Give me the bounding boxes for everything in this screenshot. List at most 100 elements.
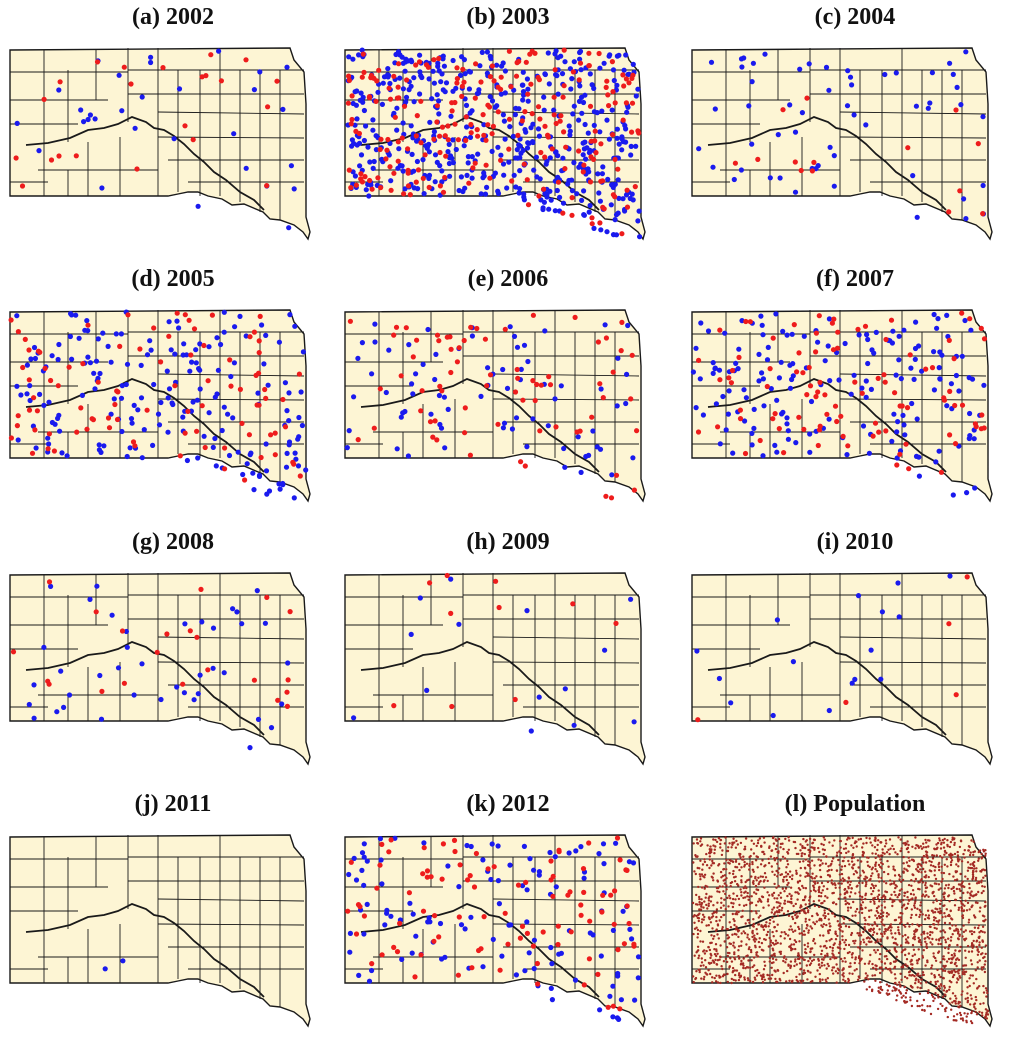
population-dot xyxy=(707,945,710,949)
case-dot-red xyxy=(439,124,446,130)
population-dot xyxy=(708,948,712,952)
population-dot xyxy=(834,886,837,889)
population-dot xyxy=(704,959,707,962)
population-dot xyxy=(888,992,891,996)
population-dot xyxy=(940,841,943,844)
population-dot xyxy=(698,867,701,870)
population-dot xyxy=(910,884,913,887)
case-dot-blue xyxy=(894,455,900,461)
population-dot xyxy=(984,849,987,852)
population-dot xyxy=(739,856,742,859)
case-dot-blue xyxy=(87,596,93,602)
population-dot xyxy=(885,842,888,845)
population-dot xyxy=(712,872,715,875)
case-dot-red xyxy=(609,59,615,65)
case-dot-blue xyxy=(481,170,487,176)
case-dot-blue xyxy=(535,126,542,132)
population-dot xyxy=(857,975,860,978)
case-dot-blue xyxy=(408,83,414,89)
population-dot xyxy=(886,968,890,971)
population-dot xyxy=(702,964,705,967)
population-dot xyxy=(755,974,759,977)
case-dot-blue xyxy=(489,98,496,104)
case-dot-red xyxy=(448,369,454,376)
population-dot xyxy=(692,861,695,864)
case-dot-blue xyxy=(597,1007,603,1013)
case-dot-red xyxy=(410,354,416,360)
case-dot-red xyxy=(37,349,43,355)
population-dot xyxy=(763,886,766,889)
case-dot-red xyxy=(605,92,611,98)
population-dot xyxy=(818,868,822,872)
population-dot xyxy=(700,957,703,960)
case-dot-blue xyxy=(292,450,298,456)
case-dot-red xyxy=(418,140,424,146)
population-dot xyxy=(843,887,847,891)
case-dot-blue xyxy=(354,116,360,122)
population-dot xyxy=(915,868,918,871)
population-dot xyxy=(725,888,728,891)
population-dot xyxy=(767,977,770,980)
population-dot xyxy=(755,928,758,931)
population-dot xyxy=(737,949,740,952)
population-dot xyxy=(700,961,704,964)
population-dot xyxy=(886,928,889,931)
population-dot xyxy=(926,909,930,912)
case-dot-red xyxy=(621,83,627,89)
case-dot-red xyxy=(569,212,575,218)
population-dot xyxy=(949,997,952,1000)
population-dot xyxy=(911,954,914,958)
population-dot xyxy=(835,869,839,872)
population-dot xyxy=(742,966,745,970)
case-dot-red xyxy=(612,888,618,894)
population-dot xyxy=(870,874,873,878)
population-dot xyxy=(699,878,702,881)
case-dot-red xyxy=(553,120,559,127)
population-dot xyxy=(752,882,755,886)
population-dot xyxy=(943,837,946,841)
case-dot-blue xyxy=(262,620,268,626)
population-dot xyxy=(813,882,817,885)
population-dot xyxy=(750,875,753,878)
case-dot-blue xyxy=(501,420,508,426)
population-dot xyxy=(943,904,946,907)
case-dot-blue xyxy=(285,660,291,666)
case-dot-blue xyxy=(94,583,100,589)
population-dot xyxy=(930,993,934,997)
case-dot-red xyxy=(581,162,587,168)
case-dot-blue xyxy=(610,1014,616,1020)
population-dot xyxy=(926,935,929,939)
population-dot xyxy=(877,986,880,989)
case-dot-red xyxy=(619,319,625,325)
population-dot xyxy=(720,901,723,904)
case-dot-blue xyxy=(933,459,939,465)
population-dot xyxy=(939,930,942,933)
case-dot-blue xyxy=(507,324,513,330)
population-dot xyxy=(738,903,741,907)
case-dot-blue xyxy=(27,397,33,404)
case-dot-red xyxy=(905,145,911,151)
case-dot-red xyxy=(589,221,595,227)
population-dot xyxy=(869,900,872,903)
case-dot-red xyxy=(835,329,841,335)
case-dot-blue xyxy=(514,147,520,153)
case-dot-blue xyxy=(863,122,869,128)
population-dot xyxy=(980,1011,984,1014)
population-dot xyxy=(801,852,804,855)
case-dot-blue xyxy=(777,175,783,181)
population-dot xyxy=(873,900,876,903)
case-dot-blue xyxy=(512,112,518,118)
population-dot xyxy=(827,918,830,921)
case-dot-red xyxy=(461,79,467,85)
population-dot xyxy=(799,849,802,852)
case-dot-blue xyxy=(219,427,225,434)
case-dot-blue xyxy=(558,383,564,389)
case-dot-blue xyxy=(981,382,987,388)
population-dot xyxy=(943,892,946,895)
case-dot-blue xyxy=(359,340,365,346)
case-dot-blue xyxy=(525,140,531,146)
case-dot-red xyxy=(218,78,224,84)
population-dot xyxy=(734,875,737,878)
case-dot-red xyxy=(264,594,270,600)
population-dot xyxy=(842,967,845,970)
